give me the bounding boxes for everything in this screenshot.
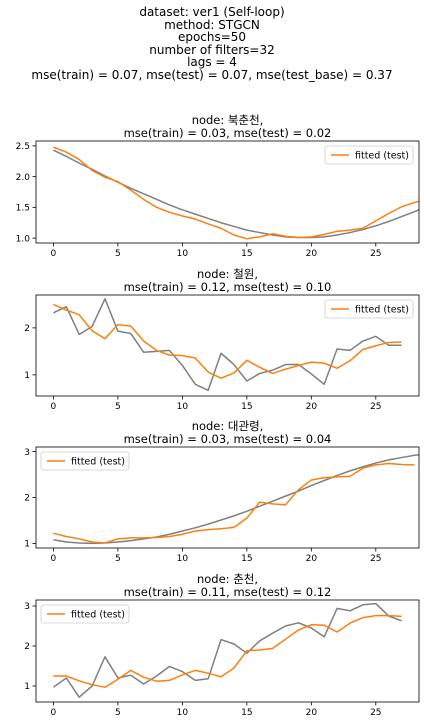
x-tick-label: 25 <box>370 554 381 564</box>
y-tick-label: 1 <box>24 540 30 550</box>
x-tick-label: 0 <box>51 554 57 564</box>
x-tick-label: 20 <box>306 249 318 259</box>
y-tick-label: 2 <box>24 642 30 652</box>
subplot-title: node: 북춘천, <box>192 113 264 127</box>
subplot-title: mse(train) = 0.03, mse(test) = 0.02 <box>124 126 332 140</box>
x-tick-label: 5 <box>115 249 121 259</box>
x-tick-label: 15 <box>241 554 252 564</box>
x-tick-label: 0 <box>51 708 57 718</box>
x-tick-label: 10 <box>177 708 189 718</box>
y-tick-label: 2.5 <box>16 142 30 152</box>
y-tick-label: 2.0 <box>16 173 31 183</box>
x-tick-label: 25 <box>370 708 381 718</box>
subplot-1: node: 북춘천,mse(train) = 0.03, mse(test) =… <box>16 113 420 259</box>
subplot-4: node: 춘천,mse(train) = 0.11, mse(test) = … <box>24 572 420 718</box>
figure-suptitle: dataset: ver1 (Self-loop) method: STGCN ep… <box>0 6 424 82</box>
legend: fitted (test) <box>324 145 414 165</box>
subplot-title: node: 철원, <box>197 267 258 281</box>
observed-line <box>52 602 402 698</box>
suptitle-line: dataset: ver1 (Self-loop) <box>139 5 285 19</box>
subplot-3: node: 대관령,mse(train) = 0.03, mse(test) =… <box>24 419 420 564</box>
fitted-test-line <box>53 462 415 544</box>
x-tick-label: 20 <box>306 402 318 412</box>
plot-frame <box>35 294 420 397</box>
suptitle-line: epochs=50 <box>177 30 247 45</box>
y-tick-label: 3 <box>24 602 30 612</box>
x-tick-label: 15 <box>241 708 252 718</box>
x-tick-label: 10 <box>177 249 189 259</box>
suptitle-line: number of filters=32 <box>149 42 275 57</box>
observed-line <box>53 298 402 392</box>
y-tick-label: 1.5 <box>16 204 30 214</box>
plot-frame <box>35 599 420 703</box>
x-tick-label: 0 <box>51 249 57 259</box>
x-tick-label: 25 <box>370 249 381 259</box>
y-tick-label: 1 <box>24 371 30 381</box>
suptitle-line: method: STGCN <box>164 17 260 32</box>
legend-label: fitted (test) <box>355 304 409 315</box>
legend-label: fitted (test) <box>71 456 125 467</box>
x-tick-label: 10 <box>177 554 189 564</box>
x-tick-label: 10 <box>177 402 189 412</box>
x-tick-label: 20 <box>306 708 318 718</box>
x-tick-label: 25 <box>370 402 381 412</box>
fitted-test-line <box>53 614 402 688</box>
y-tick-label: 3 <box>24 448 30 458</box>
legend: fitted (test) <box>40 451 130 471</box>
legend-label: fitted (test) <box>71 609 125 620</box>
legend-box <box>40 604 130 624</box>
y-tick-label: 1 <box>24 682 30 692</box>
legend-box <box>324 299 414 319</box>
suptitle-line: mse(train) = 0.07, mse(test) = 0.07, mse… <box>31 67 393 82</box>
subplot-title: node: 대관령, <box>192 419 264 433</box>
y-tick-label: 1.0 <box>16 234 31 244</box>
x-tick-label: 0 <box>51 402 57 412</box>
subplot-title: mse(train) = 0.03, mse(test) = 0.04 <box>124 432 332 446</box>
x-tick-label: 15 <box>241 402 252 412</box>
subplot-title: node: 춘천, <box>197 572 258 586</box>
fitted-test-line <box>53 303 402 379</box>
subplot-2: node: 철원,mse(train) = 0.12, mse(test) = … <box>24 267 420 412</box>
fitted-test-line <box>53 146 419 240</box>
legend-box <box>324 145 414 165</box>
x-tick-label: 15 <box>241 249 252 259</box>
subplot-title: mse(train) = 0.12, mse(test) = 0.10 <box>124 280 332 294</box>
x-tick-label: 5 <box>115 554 121 564</box>
y-tick-label: 2 <box>24 324 30 334</box>
y-tick-label: 2 <box>24 494 30 504</box>
legend: fitted (test) <box>40 604 130 624</box>
legend: fitted (test) <box>324 299 414 319</box>
x-tick-label: 5 <box>115 402 121 412</box>
legend-box <box>40 451 130 471</box>
legend-label: fitted (test) <box>355 150 409 161</box>
x-tick-label: 20 <box>306 554 318 564</box>
subplot-title: mse(train) = 0.11, mse(test) = 0.12 <box>124 585 332 599</box>
plot-frame <box>35 140 420 244</box>
suptitle-line: lags = 4 <box>187 55 237 70</box>
x-tick-label: 5 <box>115 708 121 718</box>
